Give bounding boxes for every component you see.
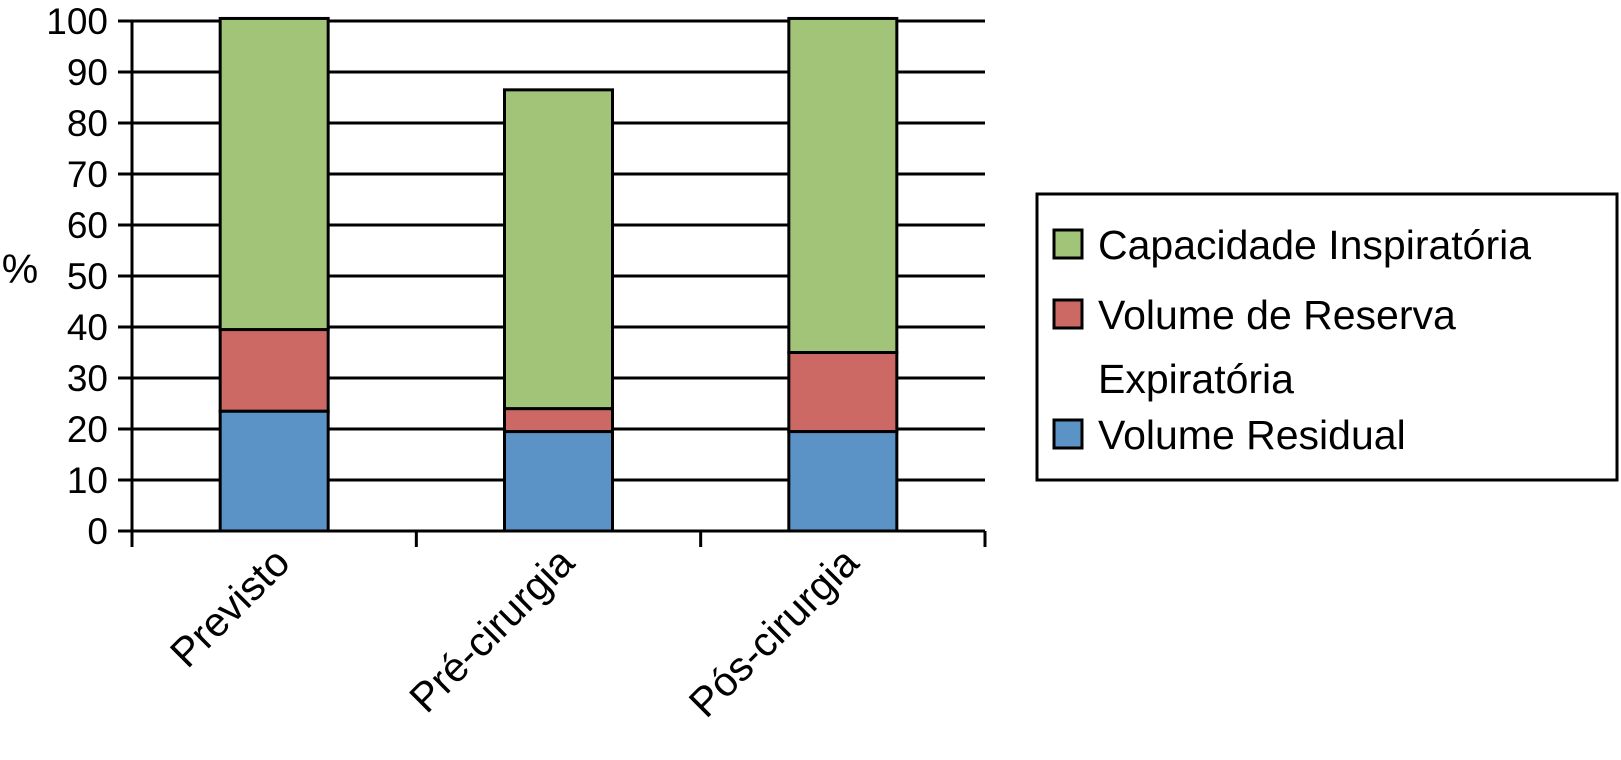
bars bbox=[218, 16, 899, 533]
bar-segment bbox=[503, 407, 614, 434]
bar-segment bbox=[787, 351, 899, 434]
legend-swatch bbox=[1052, 418, 1084, 450]
x-tick-label: Pós-cirurgia bbox=[680, 539, 867, 726]
x-tick-label: Previsto bbox=[161, 539, 298, 676]
bar-segment bbox=[787, 16, 899, 354]
bar-segment bbox=[218, 328, 330, 413]
legend-box bbox=[1035, 192, 1619, 482]
legend-label: Volume de Reserva bbox=[1098, 292, 1456, 338]
y-tick-label: 80 bbox=[67, 103, 108, 144]
y-tick-label: 90 bbox=[67, 52, 108, 93]
bar-segment bbox=[218, 409, 330, 533]
y-tick-label: 10 bbox=[67, 460, 108, 501]
bar-segment bbox=[218, 16, 330, 332]
y-tick-label: 20 bbox=[67, 409, 108, 450]
y-tick-labels: 0 10 20 30 40 50 60 70 80 90 100 bbox=[46, 1, 108, 552]
y-tick-label: 60 bbox=[67, 205, 108, 246]
legend-label: Volume Residual bbox=[1098, 412, 1406, 458]
legend-label: Capacidade Inspiratória bbox=[1098, 222, 1531, 268]
legend-swatch bbox=[1052, 298, 1084, 330]
legend: Capacidade Inspiratória Volume de Reserva… bbox=[1035, 192, 1619, 482]
legend-label: Expiratória bbox=[1098, 356, 1294, 402]
y-tick-label: 50 bbox=[67, 256, 108, 297]
legend-swatch bbox=[1052, 228, 1084, 260]
y-tick-label: 0 bbox=[87, 511, 108, 552]
x-tick-labels: Previsto Pré-cirurgia Pós-cirurgia bbox=[161, 539, 867, 726]
y-tick-label: 100 bbox=[46, 1, 108, 42]
bar-segment bbox=[503, 430, 614, 533]
y-tick-label: 40 bbox=[67, 307, 108, 348]
bar-segment bbox=[787, 430, 899, 533]
x-tick-label: Pré-cirurgia bbox=[401, 539, 583, 721]
y-tick-label: 30 bbox=[67, 358, 108, 399]
axes bbox=[130, 20, 987, 547]
y-tick-label: 70 bbox=[67, 154, 108, 195]
y-axis-label: % bbox=[2, 246, 38, 292]
bar-segment bbox=[503, 88, 614, 411]
